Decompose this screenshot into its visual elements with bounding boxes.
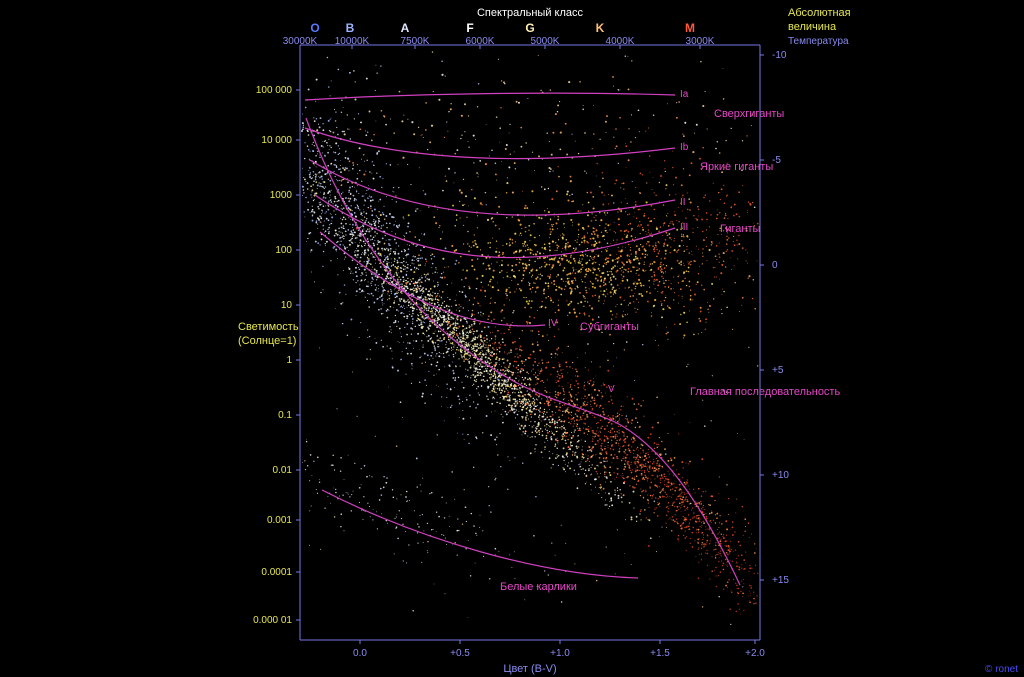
- spectral-class-letter: K: [596, 21, 605, 35]
- spectral-class-letter: B: [346, 21, 355, 35]
- hr-diagram: IaСверхгигантыIbЯркие гигантыIIIIIГигант…: [0, 0, 1024, 677]
- spectral-class-letter: O: [310, 21, 319, 35]
- luminosity-tick: 1: [286, 355, 292, 366]
- luminosity-class-label: Яркие гиганты: [700, 161, 773, 173]
- luminosity-tick: 0.001: [267, 515, 292, 526]
- luminosity-class-roman: Ib: [680, 142, 689, 153]
- bv-tick: +1.5: [650, 648, 670, 659]
- luminosity-tick: 1000: [270, 190, 293, 201]
- spectral-class-letter: F: [466, 21, 473, 35]
- spectral-class-letter: G: [525, 21, 534, 35]
- luminosity-tick: 0.01: [273, 465, 293, 476]
- temperature-axis-label: Температура: [788, 36, 849, 47]
- bv-tick: +1.0: [550, 648, 570, 659]
- luminosity-class-label: Гиганты: [720, 223, 760, 235]
- spectral-class-letter: A: [401, 21, 410, 35]
- credit-text: © ronet: [985, 664, 1018, 675]
- abs-mag-tick: -5: [772, 155, 781, 166]
- abs-mag-tick: +5: [772, 365, 784, 376]
- bv-tick: +2.0: [745, 648, 765, 659]
- luminosity-tick: 10 000: [261, 135, 292, 146]
- luminosity-tick: 10: [281, 300, 293, 311]
- abs-mag-tick: -10: [772, 50, 787, 61]
- luminosity-class-label: Белые карлики: [500, 581, 577, 593]
- luminosity-class-label: Сверхгиганты: [714, 108, 784, 120]
- abs-mag-tick: +10: [772, 470, 789, 481]
- luminosity-tick: 100: [275, 245, 292, 256]
- luminosity-tick: 0.000 01: [253, 615, 292, 626]
- luminosity-axis-title-2: (Солнце=1): [238, 335, 296, 347]
- luminosity-class-roman: V: [608, 384, 615, 395]
- luminosity-class-label: Субгиганты: [580, 321, 639, 333]
- luminosity-tick: 100 000: [256, 85, 293, 96]
- luminosity-class-label: Главная последовательность: [690, 386, 840, 398]
- bv-tick: +0.5: [450, 648, 470, 659]
- abs-mag-title-2: величина: [788, 21, 837, 33]
- luminosity-class-roman: Ia: [680, 89, 689, 100]
- bv-tick: 0.0: [353, 648, 367, 659]
- luminosity-axis-title-1: Светимость: [238, 321, 299, 333]
- luminosity-class-roman: III: [680, 222, 688, 233]
- luminosity-tick: 0.0001: [261, 567, 292, 578]
- chart-background: [0, 0, 1024, 677]
- abs-mag-title-1: Абсолютная: [788, 7, 851, 19]
- luminosity-tick: 0.1: [278, 410, 292, 421]
- spectral-class-letter: M: [685, 21, 695, 35]
- luminosity-class-roman: IV: [548, 318, 558, 329]
- abs-mag-tick: 0: [772, 260, 778, 271]
- bv-axis-title: Цвет (B-V): [503, 663, 556, 675]
- spectral-class-title: Спектральный класс: [477, 7, 584, 19]
- luminosity-class-roman: II: [680, 197, 686, 208]
- abs-mag-tick: +15: [772, 575, 789, 586]
